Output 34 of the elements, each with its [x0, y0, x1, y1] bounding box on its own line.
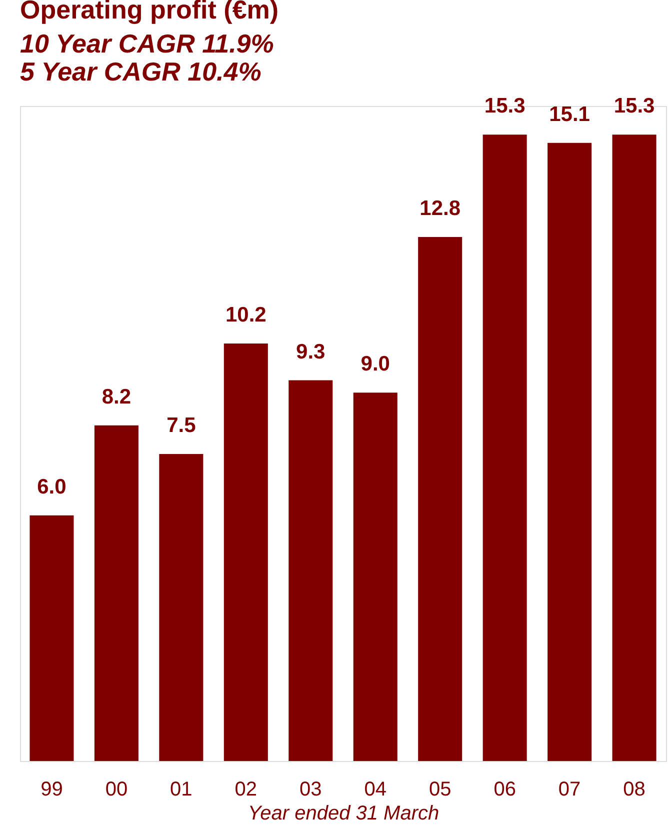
bar: [159, 454, 204, 761]
x-tick-label: 03: [300, 778, 322, 800]
data-label: 9.3: [296, 340, 326, 364]
bar: [612, 134, 656, 761]
data-label: 7.5: [166, 414, 196, 437]
text: 10 Year CAGR 11.9%: [20, 28, 274, 59]
x-tick-label: 05: [428, 778, 452, 800]
bar: [288, 380, 333, 761]
data-label: 10.2: [225, 303, 266, 326]
data-label: 8.2: [102, 385, 132, 408]
text: 5 Year CAGR 10.4%: [20, 56, 262, 87]
data-label: 15.1: [549, 102, 590, 126]
data-label: 6.0: [37, 475, 66, 498]
bar: [548, 142, 592, 761]
bar: [418, 237, 462, 761]
x-tick-label: 04: [364, 778, 386, 800]
chart-title: Operating profit (€m): [20, 0, 279, 25]
bar: [482, 134, 527, 761]
bar: [224, 343, 268, 761]
bar: [94, 425, 138, 761]
data-label: 15.3: [614, 94, 655, 118]
x-tick-label: 02: [234, 778, 258, 800]
data-label: 15.3: [484, 94, 526, 118]
x-tick-label: 08: [623, 778, 646, 800]
data-label: 9.0: [360, 352, 390, 376]
x-tick-label: 06: [494, 778, 516, 800]
bar: [30, 515, 74, 761]
x-tick-label: 00: [105, 778, 128, 800]
x-tick-label: 07: [558, 778, 581, 800]
bar: [353, 392, 398, 761]
x-axis-title: Year ended 31 March: [248, 802, 440, 824]
x-tick-label: 99: [40, 778, 63, 800]
x-tick-label: 01: [170, 778, 192, 800]
data-label: 12.8: [420, 197, 461, 220]
